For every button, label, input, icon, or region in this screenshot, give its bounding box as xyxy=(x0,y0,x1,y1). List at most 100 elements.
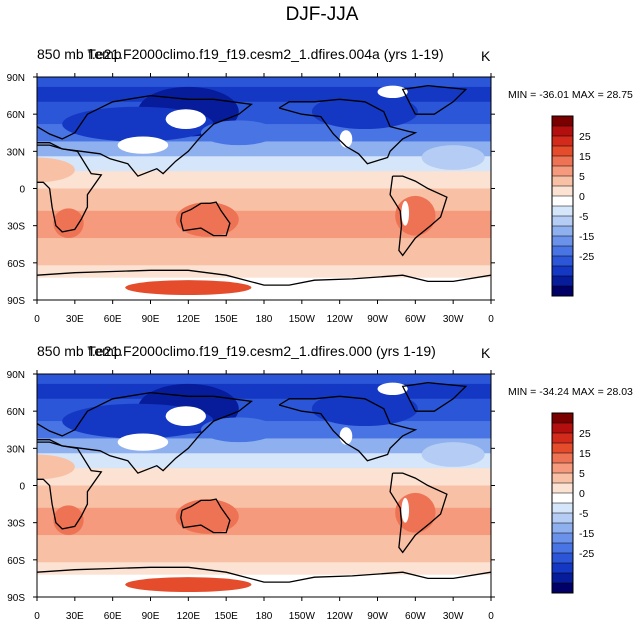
colorbar-label: 0 xyxy=(579,488,585,500)
field-band xyxy=(37,383,491,400)
field-band xyxy=(37,86,491,103)
colorbar-label: 15 xyxy=(579,448,591,460)
colorbar-label: 0 xyxy=(579,191,585,203)
cool-region-north-pacific xyxy=(200,417,277,443)
field-band xyxy=(37,574,491,597)
y-tick-label: 30S xyxy=(7,519,25,530)
y-tick-label: 0 xyxy=(19,482,25,493)
x-tick-label: 60W xyxy=(405,611,426,622)
colorbar-swatch xyxy=(552,266,573,277)
field-band xyxy=(37,562,491,576)
x-tick-label: 30E xyxy=(66,611,84,622)
x-tick-label: 30W xyxy=(443,314,464,325)
map-panel-2: 850 mb Temp f.e21.F2000climo.f19_f19.ces… xyxy=(0,337,644,637)
x-tick-label: 120E xyxy=(177,611,201,622)
x-tick-label: 0 xyxy=(488,314,494,325)
warm-region-australia xyxy=(175,499,239,534)
field-band xyxy=(37,374,491,385)
field-band xyxy=(37,238,491,266)
warm-region-antarctica xyxy=(125,280,252,296)
coastline xyxy=(389,472,448,554)
x-tick-label: 120W xyxy=(327,611,354,622)
field-band xyxy=(37,188,491,212)
colorbar-swatch xyxy=(552,196,573,207)
colorbar-swatch xyxy=(552,433,573,444)
colorbar-swatch xyxy=(552,413,573,424)
y-tick-label: 90S xyxy=(7,296,25,307)
field-band xyxy=(37,485,491,509)
x-tick-label: 180 xyxy=(256,314,273,325)
colorbar-label: -15 xyxy=(579,231,594,243)
field-band xyxy=(37,77,491,88)
missing-data-siberia xyxy=(165,406,206,427)
field-band xyxy=(37,171,491,189)
colorbar-swatch xyxy=(552,503,573,514)
colorbar-swatch xyxy=(552,216,573,227)
colorbar-swatch xyxy=(552,146,573,157)
colorbar-label: -5 xyxy=(579,508,588,520)
missing-data-siberia xyxy=(165,109,206,130)
colorbar-swatch xyxy=(552,176,573,187)
y-tick-label: 90N xyxy=(7,73,25,84)
map-svg: 0 30E 60E 90E 120E 150E 180 150W 120W 90W 60W 30W 09… xyxy=(7,370,594,622)
field-band xyxy=(37,535,491,563)
missing-data-andes xyxy=(401,200,410,226)
colorbar-swatch xyxy=(552,573,573,584)
coastline xyxy=(37,94,254,177)
missing-data-rockies xyxy=(339,130,353,148)
figure-title: DJF-JJA xyxy=(285,4,359,25)
coastline xyxy=(180,201,231,237)
missing-data-greenland xyxy=(377,85,408,99)
colorbar-label: 25 xyxy=(579,131,591,143)
colorbar-swatch xyxy=(552,493,573,504)
colorbar-swatch xyxy=(552,236,573,247)
x-tick-label: 90W xyxy=(367,611,388,622)
warm-region-sahara xyxy=(37,454,75,480)
map-panel-1: 850 mb Temp f.e21.F2000climo.f19_f19.ces… xyxy=(0,40,644,340)
cool-region-atlantic xyxy=(421,145,485,170)
coastline xyxy=(37,269,491,286)
y-tick-label: 0 xyxy=(19,185,25,196)
colorbar-swatch xyxy=(552,126,573,137)
warm-region-australia xyxy=(175,202,239,237)
colorbar-swatch xyxy=(552,463,573,474)
y-tick-label: 30N xyxy=(7,147,25,158)
coastline xyxy=(401,85,468,115)
panel-case-title: f.e21.F2000climo.f19_f19.cesm2_1.dfires.… xyxy=(88,46,444,62)
panel-variable: 850 mb Temp xyxy=(37,343,122,359)
cold-region-north-america xyxy=(311,94,418,130)
warm-region-sahara xyxy=(37,157,75,183)
x-tick-label: 0 xyxy=(34,314,40,325)
x-tick-label: 0 xyxy=(488,611,494,622)
colorbar-swatch xyxy=(552,226,573,237)
colorbar-frame xyxy=(551,115,574,297)
colorbar-swatch xyxy=(552,553,573,564)
x-tick-label: 120E xyxy=(177,314,201,325)
colorbar-swatch xyxy=(552,156,573,167)
x-tick-label: 60E xyxy=(104,314,122,325)
colorbar-label: 15 xyxy=(579,151,591,163)
x-tick-label: 90E xyxy=(142,611,160,622)
x-tick-label: 150W xyxy=(289,314,316,325)
colorbar-swatch xyxy=(552,523,573,534)
panel-units: K xyxy=(481,48,491,64)
x-tick-label: 150E xyxy=(214,314,238,325)
panel-stats: MIN = -36.01 MAX = 28.75 xyxy=(508,89,633,101)
map-field xyxy=(37,374,491,597)
colorbar-swatch xyxy=(552,533,573,544)
warm-region-antarctica xyxy=(125,577,252,593)
colorbar-swatch xyxy=(552,443,573,454)
colorbar-swatch xyxy=(552,276,573,287)
x-tick-label: 180 xyxy=(256,611,273,622)
cool-region-north-pacific xyxy=(200,120,277,146)
missing-data-andes xyxy=(401,497,410,523)
colorbar-swatch xyxy=(552,543,573,554)
coastline xyxy=(278,98,418,165)
colorbar-label: 25 xyxy=(579,428,591,440)
coastline xyxy=(37,566,491,583)
x-tick-label: 120W xyxy=(327,314,354,325)
colorbar-swatch xyxy=(552,583,573,594)
colorbar-swatch xyxy=(552,116,573,127)
colorbar-label: 5 xyxy=(579,171,585,183)
x-tick-label: 150W xyxy=(289,611,316,622)
